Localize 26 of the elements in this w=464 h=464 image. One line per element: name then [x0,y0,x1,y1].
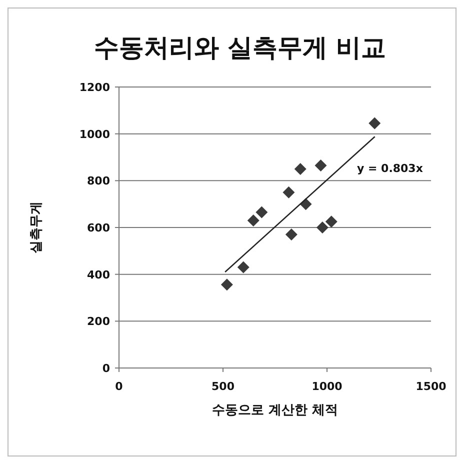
y-axis-title: 실측무게 [29,202,44,254]
y-tick-label: 800 [87,174,110,188]
y-tick-label: 0 [102,362,110,375]
y-tick-label: 600 [87,222,110,234]
x-axis-title: 수동으로 계산한 체적 [212,403,338,418]
y-tick-label: 200 [87,315,110,328]
y-tick-label: 1000 [79,128,110,141]
point [256,206,268,218]
point [294,162,306,175]
x-tick-label: 0 [115,380,124,393]
chart-title: 수동처리와 실측무게 비교 [94,33,386,62]
y-tick-label: 400 [87,268,110,282]
point [220,278,233,291]
point [282,186,295,198]
point [285,228,298,241]
x-tick-label: 500 [212,380,235,393]
x-tick-label: 1000 [312,380,343,393]
point [325,216,338,228]
x-tick-label: 1500 [416,380,447,393]
point [368,117,381,130]
point [316,222,328,234]
y-tick-label: 1200 [79,81,110,94]
annotation: y = 0.803x [357,162,423,175]
point [237,261,250,274]
point [247,214,260,226]
point [314,159,327,172]
